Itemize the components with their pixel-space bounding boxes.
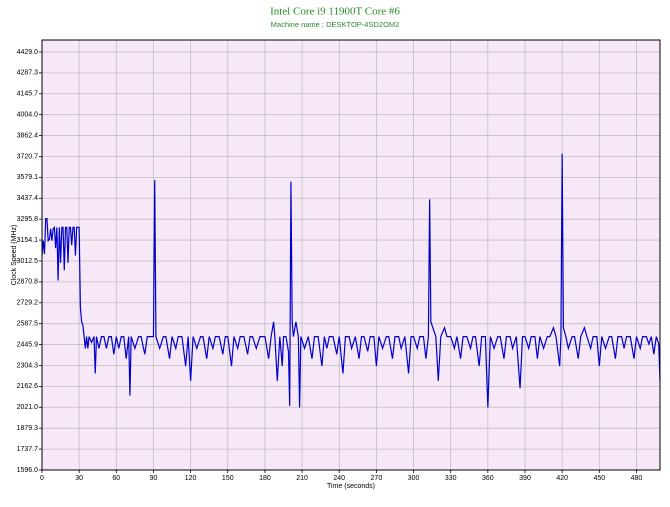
x-tick-label: 0 <box>40 475 44 482</box>
y-tick-label: 4004.0 <box>17 112 39 119</box>
plot-area <box>42 40 660 470</box>
y-tick-label: 2870.8 <box>17 279 39 286</box>
y-tick-label: 3579.1 <box>17 174 39 181</box>
y-tick-label: 3295.8 <box>17 216 39 223</box>
chart-subtitle: Machine name : DESKTOP-4SD2OM2 <box>271 20 400 29</box>
y-tick-label: 3720.7 <box>17 153 39 160</box>
x-tick-label: 150 <box>222 475 234 482</box>
y-tick-label: 2729.2 <box>17 300 39 307</box>
x-tick-label: 120 <box>185 475 197 482</box>
x-tick-label: 30 <box>75 475 83 482</box>
x-tick-label: 180 <box>259 475 271 482</box>
y-tick-label: 2162.6 <box>17 383 39 390</box>
x-tick-label: 450 <box>593 475 605 482</box>
y-tick-label: 2587.5 <box>17 321 39 328</box>
x-tick-label: 480 <box>631 475 643 482</box>
x-tick-label: 210 <box>296 475 308 482</box>
chart-title: Intel Core i9 11900T Core #6 <box>270 6 400 18</box>
y-tick-label: 4287.3 <box>17 70 39 77</box>
y-tick-label: 3437.4 <box>17 195 39 202</box>
y-tick-label: 1879.3 <box>17 425 39 432</box>
data-line <box>41 153 661 408</box>
x-tick-label: 90 <box>150 475 158 482</box>
plot-border <box>41 39 661 471</box>
y-tick-label: 2445.9 <box>17 341 39 348</box>
y-tick-label: 2021.0 <box>17 404 39 411</box>
y-tick-label: 3154.1 <box>17 237 39 244</box>
x-tick-label: 270 <box>371 475 383 482</box>
y-axis-label: Clock Speed (MHz) <box>11 225 18 286</box>
x-tick-label: 420 <box>556 475 568 482</box>
y-tick-label: 2304.3 <box>17 362 39 369</box>
y-tick-label: 1737.7 <box>17 446 39 453</box>
y-tick-label: 1596.0 <box>17 467 39 474</box>
x-tick-label: 360 <box>482 475 494 482</box>
x-tick-label: 390 <box>519 475 531 482</box>
y-tick-label: 3012.5 <box>17 258 39 265</box>
x-axis-label: Time (seconds) <box>327 483 375 490</box>
y-tick-label: 4429.0 <box>17 49 39 56</box>
x-tick-label: 60 <box>112 475 120 482</box>
x-tick-label: 300 <box>408 475 420 482</box>
x-tick-label: 240 <box>333 475 345 482</box>
y-tick-label: 4145.7 <box>17 91 39 98</box>
y-tick-label: 3862.4 <box>17 132 39 139</box>
x-tick-label: 330 <box>445 475 457 482</box>
